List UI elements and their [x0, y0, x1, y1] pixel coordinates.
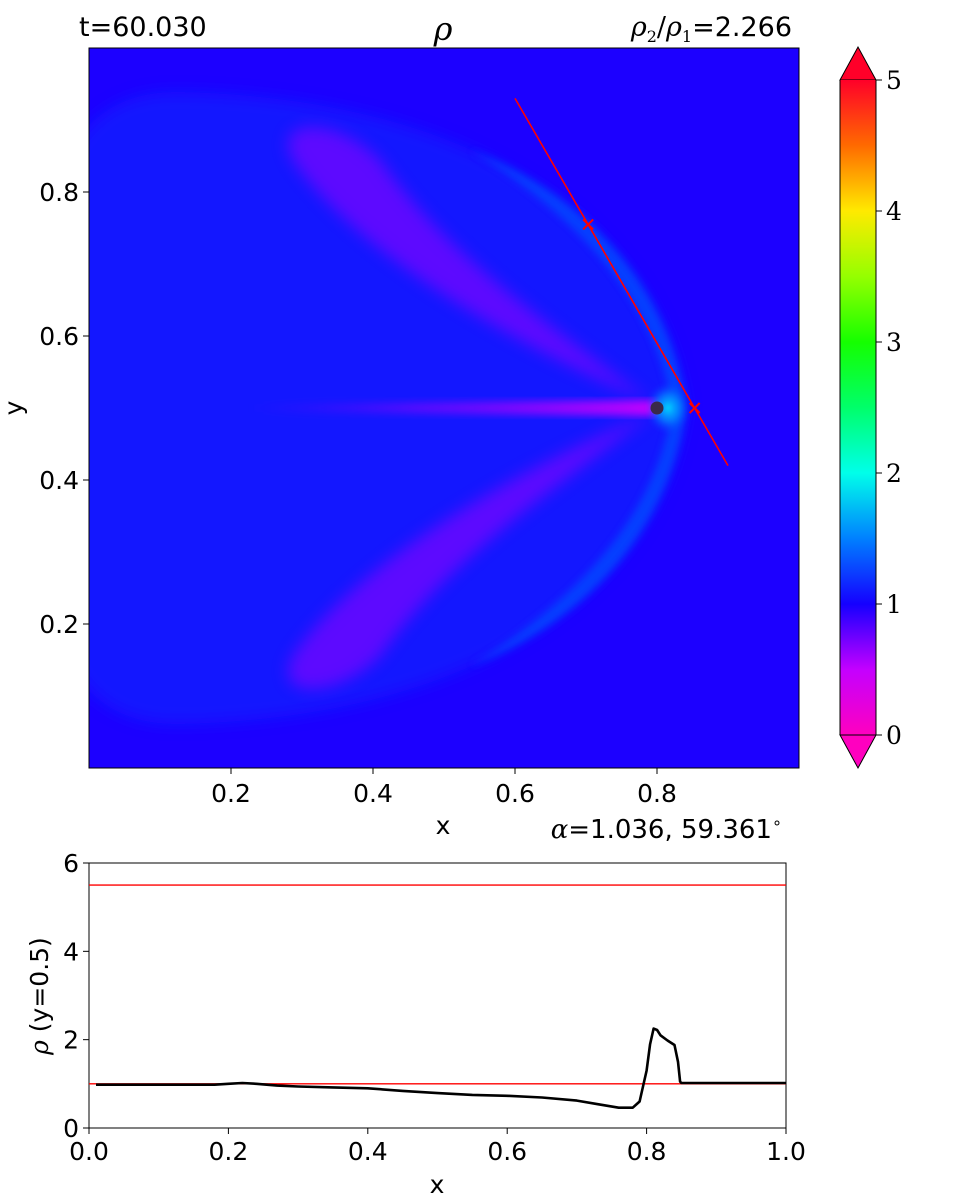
- cut-line: [514, 97, 729, 467]
- line-plot-x-tick-label: 0.0: [69, 1137, 109, 1166]
- colorbar-ticks: 0 1 2 3 4 5: [876, 66, 902, 750]
- heatmap-frame: [88, 47, 800, 769]
- upper-wake: [288, 127, 655, 406]
- heatmap-y-tick-label: 0.2: [39, 610, 79, 639]
- density-ratio-label: ρ2/ρ1=2.266: [630, 12, 792, 46]
- bow-shock-front: [470, 150, 686, 666]
- line-plot-frame: [88, 862, 787, 1129]
- line-plot-y-tick-label: 0: [63, 1114, 79, 1143]
- colorbar-frame: [839, 80, 877, 735]
- heatmap-x-tick-label: 0.2: [211, 779, 251, 808]
- heatmap-y-ticks: 0.2 0.4 0.6 0.8: [39, 178, 89, 639]
- line-plot-y-tick-label: 2: [63, 1026, 79, 1055]
- line-plot-x-tick-label: 0.6: [487, 1137, 527, 1166]
- central-wake: [250, 400, 657, 416]
- line-plot-x-label: x: [430, 1170, 445, 1199]
- line-plot-y-ticks: 0 2 4 6: [63, 849, 89, 1143]
- heatmap-image: [89, 48, 799, 768]
- heatmap-x-tick-label: 0.8: [637, 779, 677, 808]
- body-marker: [650, 401, 664, 415]
- line-plot-y-label: ρ (y=0.5): [25, 937, 54, 1056]
- line-plot-y-tick-label: 4: [63, 937, 79, 966]
- heatmap-x-tick-label: 0.4: [353, 779, 393, 808]
- line-plot-x-tick-label: 0.2: [209, 1137, 249, 1166]
- colorbar-tick-label: 0: [886, 721, 902, 750]
- time-label: t=60.030: [79, 12, 207, 43]
- colorbar-tick-label: 1: [886, 590, 902, 619]
- heatmap-title: ρ: [433, 10, 453, 48]
- cut-marker: [582, 218, 594, 231]
- heatmap-y-label: y: [0, 400, 28, 415]
- lower-wake: [288, 411, 655, 689]
- cut-markers: [582, 218, 701, 414]
- line-plot-x-tick-label: 0.8: [627, 1137, 667, 1166]
- heatmap-y-tick-label: 0.8: [39, 178, 79, 207]
- density-heatmap: 0.2 0.4 0.6 0.8 0.2 0.4 0.6 0.8 x y: [0, 47, 800, 840]
- line-plot-x-tick-label: 1.0: [766, 1137, 806, 1166]
- alpha-label: α=1.036, 59.361∘: [551, 813, 782, 845]
- heatmap-x-label: x: [436, 811, 451, 840]
- colorbar-tick-label: 5: [886, 66, 902, 95]
- cut-marker: [688, 402, 701, 414]
- density-profile-line: [96, 1027, 786, 1109]
- colorbar: 0 1 2 3 4 5: [839, 45, 902, 770]
- line-plot-x-ticks: 0.0 0.2 0.4 0.6 0.8 1.0: [69, 1128, 806, 1166]
- colorbar-tick-label: 3: [886, 328, 902, 357]
- heatmap-x-tick-label: 0.6: [495, 779, 535, 808]
- line-plot-x-tick-label: 0.4: [348, 1137, 388, 1166]
- line-plot-y-tick-label: 6: [63, 849, 79, 878]
- stagnation-region: [646, 382, 690, 434]
- colorbar-gradient: [840, 80, 876, 735]
- line-plot: 0.0 0.2 0.4 0.6 0.8 1.0 0 2 4 6 x ρ (y=0.5): [25, 849, 806, 1199]
- heatmap-x-ticks: 0.2 0.4 0.6 0.8: [211, 768, 677, 808]
- heatmap-y-tick-label: 0.4: [39, 466, 79, 495]
- colorbar-extend-max: [839, 45, 877, 81]
- colorbar-tick-label: 4: [886, 197, 902, 226]
- heatmap-y-tick-label: 0.6: [39, 322, 79, 351]
- colorbar-extend-min: [839, 734, 877, 770]
- colorbar-tick-label: 2: [886, 459, 902, 488]
